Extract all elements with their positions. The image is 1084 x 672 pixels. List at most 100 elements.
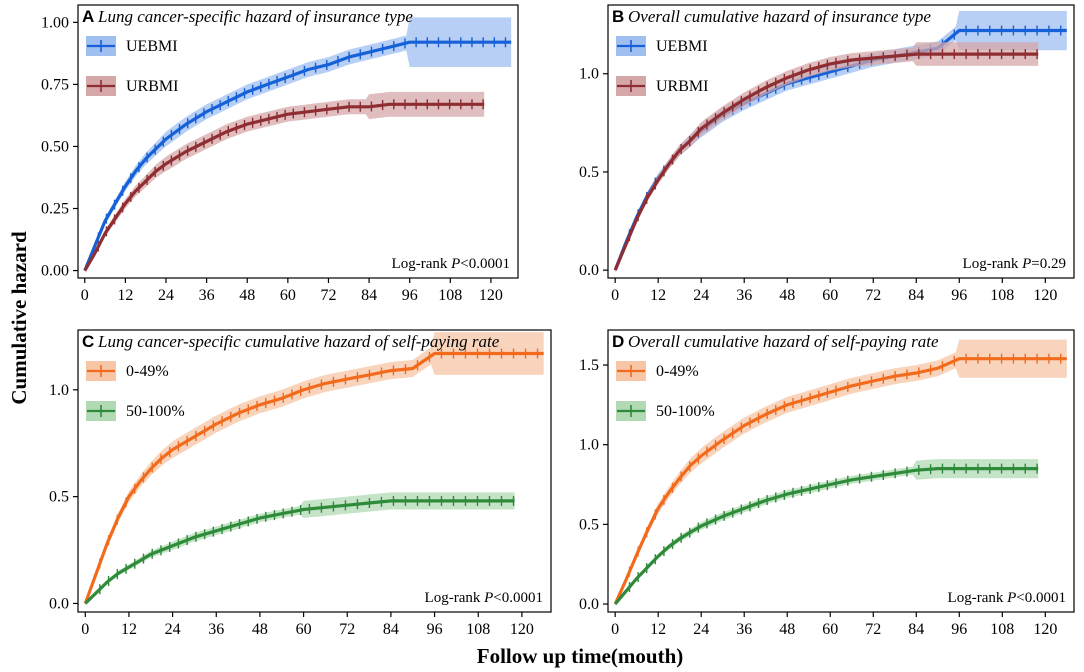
confidence-band (84, 91, 485, 273)
x-tick-label: 108 (990, 287, 1014, 304)
legend-item: URBMI (86, 76, 178, 96)
x-tick-label: 72 (865, 621, 881, 638)
legend-label: UEBMI (656, 38, 708, 55)
legend-item: UEBMI (616, 36, 708, 56)
x-tick-label: 48 (252, 621, 268, 638)
logrank-p: P (483, 590, 493, 606)
panel-letter: B (612, 7, 624, 26)
panel-title: Overall cumulative hazard of insurance t… (628, 7, 931, 26)
x-tick-label: 24 (693, 287, 709, 304)
y-tick-label: 0.5 (579, 516, 599, 533)
logrank-prefix: Log-rank (963, 256, 1023, 272)
panel-title: Lung cancer-specific hazard of insurance… (97, 7, 413, 26)
legend-label: 50-100% (126, 403, 185, 420)
logrank-prefix: Log-rank (392, 256, 452, 272)
logrank-value: <0.0001 (1016, 590, 1066, 606)
logrank-value: <0.0001 (493, 590, 543, 606)
legend-label: URBMI (126, 78, 178, 95)
y-tick-label: 0.0 (579, 596, 599, 613)
y-tick-label: 0.00 (41, 263, 69, 280)
panel-b: 0 12 24 36 48 60 72 84 96 108 120 0.0 0.5 1.0 B Overall… (579, 4, 1075, 304)
logrank-prefix: Log-rank (948, 590, 1008, 606)
y-tick-label: 0.25 (41, 201, 69, 218)
x-tick-label: 48 (779, 287, 795, 304)
plot-frame (607, 329, 1075, 613)
panel-title: Lung cancer-specific cumulative hazard o… (97, 332, 500, 351)
confidence-band (615, 42, 1039, 273)
legend-item: URBMI (616, 76, 708, 96)
x-tick-label: 36 (208, 621, 224, 638)
y-tick-label: 0.0 (579, 262, 599, 279)
x-tick-label: 60 (822, 287, 838, 304)
x-tick-label: 48 (239, 287, 255, 304)
x-tick-label: 36 (199, 287, 215, 304)
x-tick-label: 0 (611, 621, 619, 638)
hazard-line (83, 351, 544, 605)
x-tick-label: 12 (117, 287, 133, 304)
x-tick-label: 120 (479, 287, 503, 304)
x-tick-label: 0 (81, 621, 89, 638)
x-tick-label: 84 (908, 621, 924, 638)
y-tick-label: 0.0 (49, 595, 69, 612)
panel-letter: D (612, 332, 624, 351)
logrank-value: <0.0001 (460, 256, 510, 272)
legend-label: UEBMI (126, 38, 178, 55)
hazard-line (84, 499, 515, 605)
x-tick-label: 0 (611, 287, 619, 304)
series-50-100- (84, 492, 515, 605)
logrank-prefix: Log-rank (425, 590, 485, 606)
y-tick-label: 1.5 (579, 357, 599, 374)
x-tick-label: 84 (908, 287, 924, 304)
legend-label: 0-49% (656, 363, 699, 380)
x-tick-label: 60 (280, 287, 296, 304)
y-tick-label: 1.00 (41, 14, 69, 31)
y-tick-label: 0.50 (41, 138, 69, 155)
y-tick-label: 1.0 (579, 66, 599, 83)
y-tick-label: 0.5 (579, 164, 599, 181)
x-tick-label: 96 (951, 621, 967, 638)
series-urbmi (613, 42, 1039, 273)
x-tick-label: 120 (1033, 621, 1057, 638)
series-0-49- (83, 332, 544, 606)
x-axis-title: Follow up time(mouth) (477, 644, 684, 668)
x-tick-label: 84 (383, 621, 399, 638)
y-tick-label: 1.0 (49, 382, 69, 399)
legend-label: 0-49% (126, 363, 169, 380)
logrank-annotation: Log-rank P=0.29 (963, 256, 1066, 272)
logrank-p: P (1021, 256, 1031, 272)
plot-frame (607, 4, 1075, 279)
panel-d: 0 12 24 36 48 60 72 84 96 108 120 0.0 0.5 1.0 1.5 D Over… (579, 329, 1075, 638)
x-tick-label: 108 (990, 621, 1014, 638)
hazard-line (83, 102, 485, 272)
logrank-p: P (450, 256, 460, 272)
x-tick-label: 48 (779, 621, 795, 638)
x-tick-label: 72 (339, 621, 355, 638)
panel-title: Overall cumulative hazard of self-paying… (628, 332, 939, 351)
legend-item: 50-100% (86, 401, 185, 421)
confidence-band (85, 492, 515, 605)
panel-letter: A (82, 7, 94, 26)
y-tick-label: 0.5 (49, 489, 69, 506)
logrank-annotation: Log-rank P<0.0001 (425, 590, 543, 606)
x-tick-label: 12 (650, 287, 666, 304)
y-tick-label: 1.0 (579, 437, 599, 454)
x-tick-label: 72 (320, 287, 336, 304)
series-50-100- (613, 459, 1039, 606)
x-tick-label: 12 (650, 621, 666, 638)
x-tick-label: 60 (822, 621, 838, 638)
legend-item: 50-100% (616, 401, 715, 421)
plot-frame (77, 4, 519, 279)
hazard-line (613, 357, 1067, 605)
confidence-band (84, 17, 512, 273)
legend-label: 50-100% (656, 403, 715, 420)
x-tick-label: 24 (165, 621, 181, 638)
x-tick-label: 96 (951, 287, 967, 304)
x-tick-label: 120 (510, 621, 534, 638)
legend-item: 0-49% (86, 361, 169, 381)
y-tick-label: 0.75 (41, 76, 69, 93)
confidence-band (615, 339, 1067, 607)
panel-letter: C (82, 332, 94, 351)
series-0-49- (613, 339, 1067, 607)
x-tick-label: 72 (865, 287, 881, 304)
